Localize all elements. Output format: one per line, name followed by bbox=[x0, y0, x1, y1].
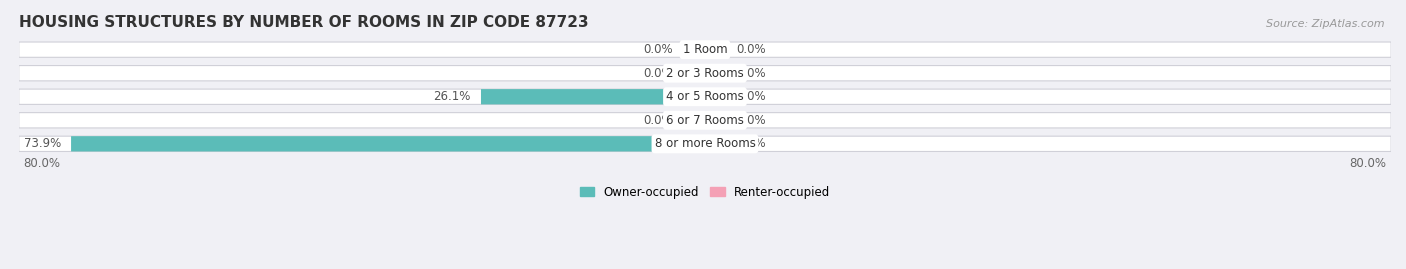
FancyBboxPatch shape bbox=[683, 113, 704, 128]
Text: 6 or 7 Rooms: 6 or 7 Rooms bbox=[666, 114, 744, 127]
Text: 26.1%: 26.1% bbox=[433, 90, 471, 103]
Text: 80.0%: 80.0% bbox=[1350, 157, 1386, 171]
FancyBboxPatch shape bbox=[18, 89, 1391, 104]
Text: 8 or more Rooms: 8 or more Rooms bbox=[655, 137, 755, 150]
Text: Source: ZipAtlas.com: Source: ZipAtlas.com bbox=[1267, 19, 1385, 29]
FancyBboxPatch shape bbox=[704, 136, 727, 151]
FancyBboxPatch shape bbox=[704, 113, 727, 128]
FancyBboxPatch shape bbox=[72, 136, 704, 151]
FancyBboxPatch shape bbox=[683, 42, 704, 57]
FancyBboxPatch shape bbox=[704, 66, 727, 81]
Text: HOUSING STRUCTURES BY NUMBER OF ROOMS IN ZIP CODE 87723: HOUSING STRUCTURES BY NUMBER OF ROOMS IN… bbox=[18, 15, 589, 30]
Text: 0.0%: 0.0% bbox=[737, 137, 766, 150]
Text: 1 Room: 1 Room bbox=[683, 43, 727, 56]
Text: 73.9%: 73.9% bbox=[24, 137, 60, 150]
Text: 0.0%: 0.0% bbox=[644, 67, 673, 80]
FancyBboxPatch shape bbox=[18, 136, 1391, 151]
FancyBboxPatch shape bbox=[18, 66, 1391, 81]
FancyBboxPatch shape bbox=[18, 42, 1391, 57]
Text: 0.0%: 0.0% bbox=[737, 67, 766, 80]
Text: 0.0%: 0.0% bbox=[644, 43, 673, 56]
Legend: Owner-occupied, Renter-occupied: Owner-occupied, Renter-occupied bbox=[578, 183, 832, 201]
FancyBboxPatch shape bbox=[481, 89, 704, 104]
Text: 0.0%: 0.0% bbox=[737, 114, 766, 127]
FancyBboxPatch shape bbox=[18, 113, 1391, 128]
Text: 80.0%: 80.0% bbox=[22, 157, 60, 171]
Text: 2 or 3 Rooms: 2 or 3 Rooms bbox=[666, 67, 744, 80]
Text: 4 or 5 Rooms: 4 or 5 Rooms bbox=[666, 90, 744, 103]
FancyBboxPatch shape bbox=[704, 89, 727, 104]
Text: 0.0%: 0.0% bbox=[737, 90, 766, 103]
Text: 0.0%: 0.0% bbox=[644, 114, 673, 127]
FancyBboxPatch shape bbox=[683, 66, 704, 81]
FancyBboxPatch shape bbox=[704, 42, 727, 57]
Text: 0.0%: 0.0% bbox=[737, 43, 766, 56]
